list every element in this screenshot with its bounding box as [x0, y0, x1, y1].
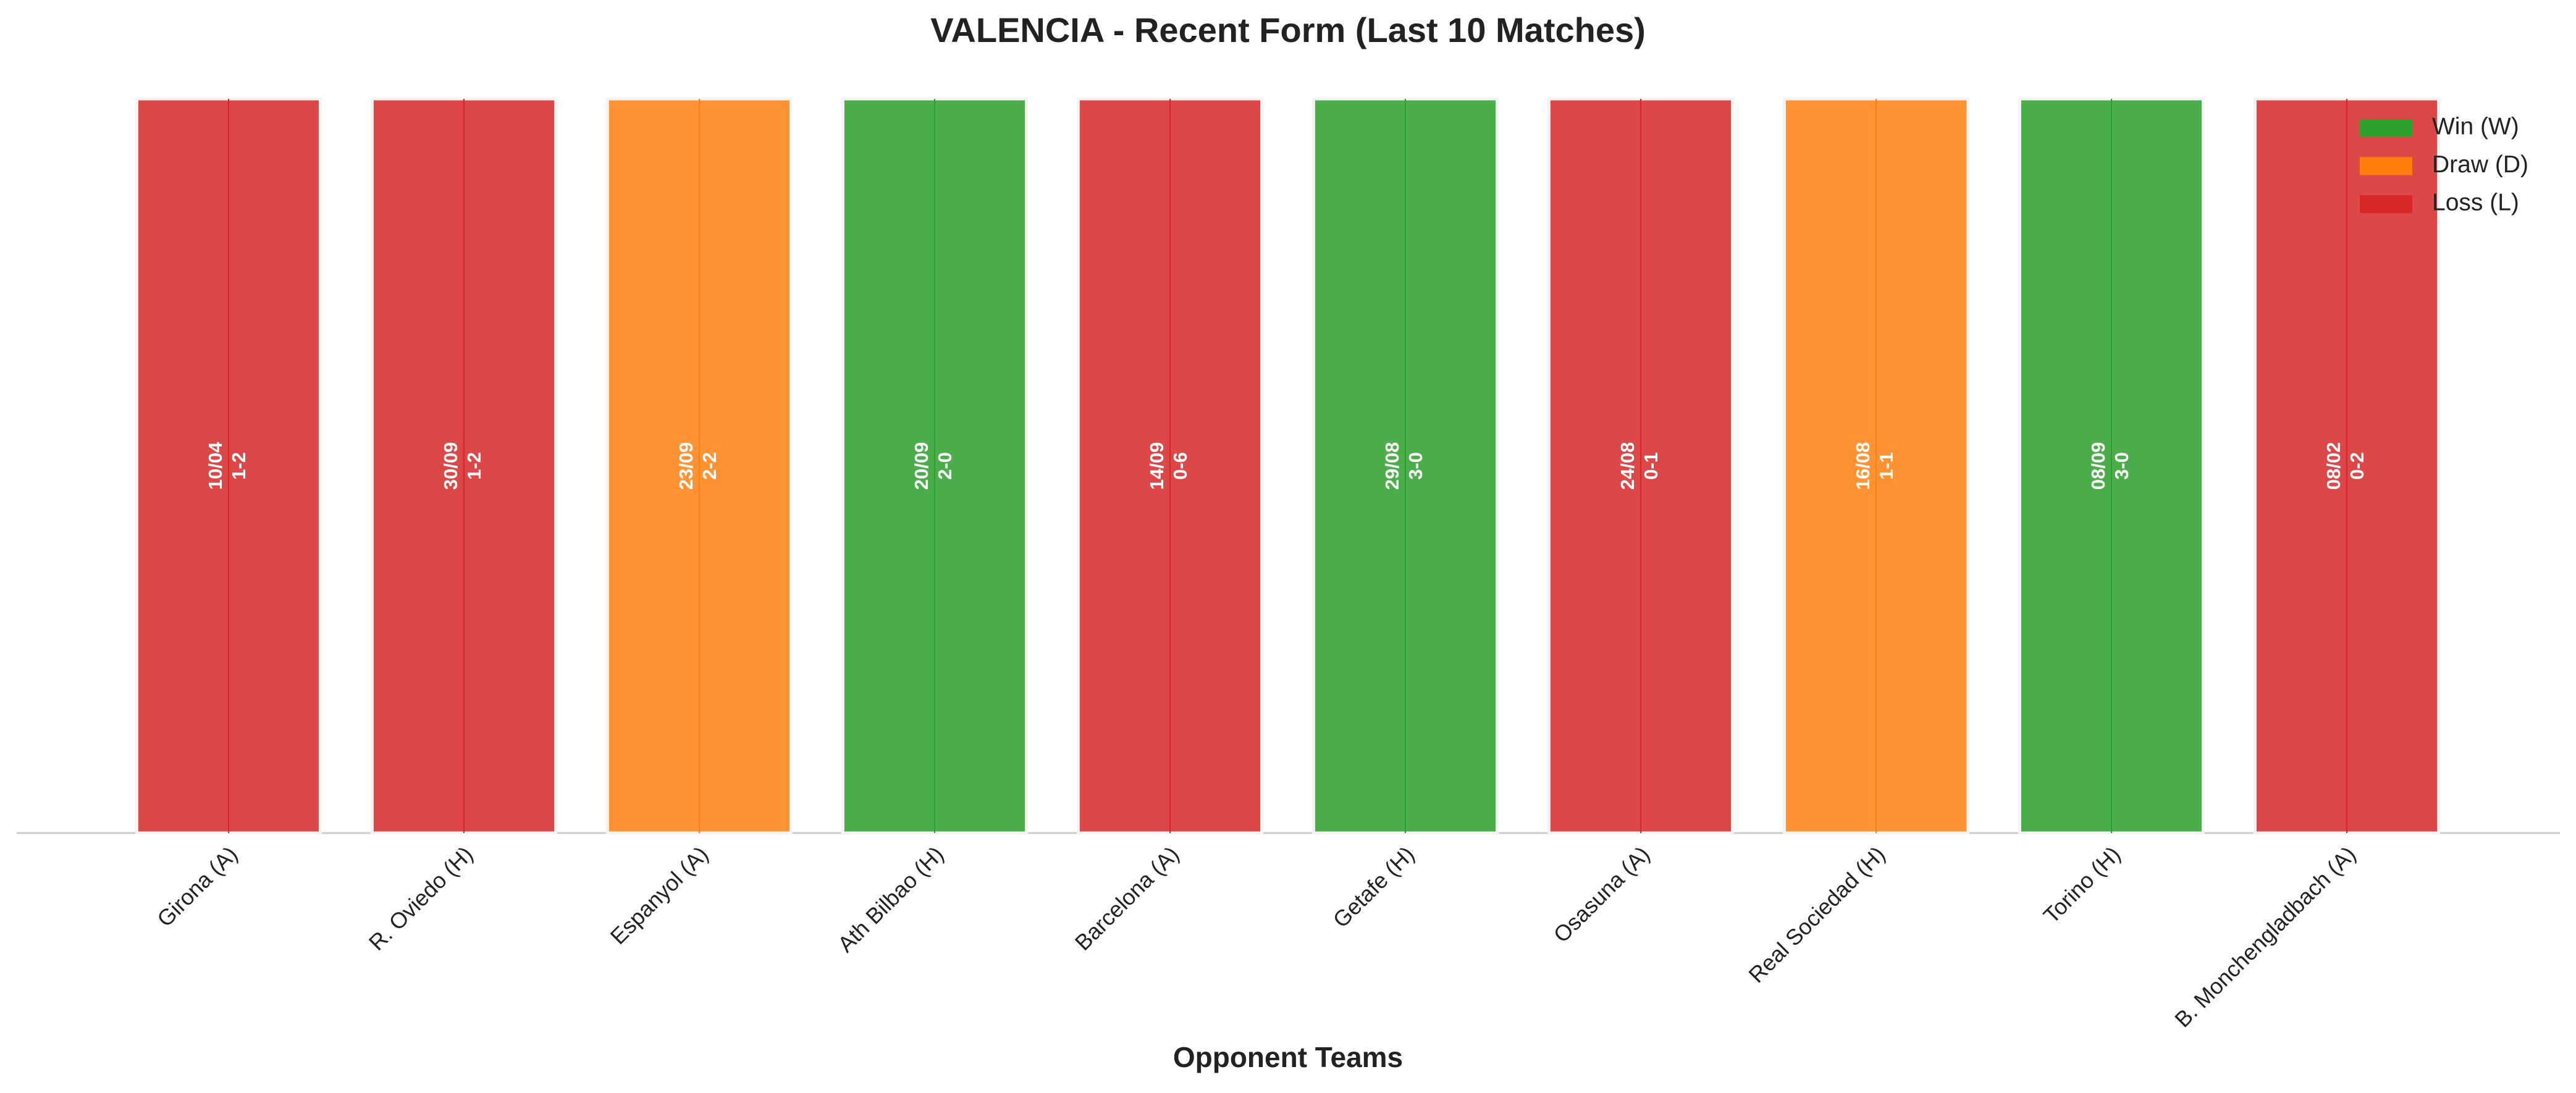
legend-label: Draw (D): [2432, 151, 2528, 178]
bar-date-label: 24/08: [1617, 442, 1638, 490]
legend-label: Loss (L): [2432, 189, 2519, 216]
bar-score-label: 3-0: [2111, 452, 2132, 480]
legend-swatch: [2360, 157, 2412, 175]
bar-score-label: 0-1: [1640, 452, 1662, 480]
x-tick-label: Ath Bilbao (H): [833, 841, 948, 957]
bar-score-label: 3-0: [1405, 452, 1426, 480]
legend-swatch: [2360, 119, 2412, 137]
chart-title: VALENCIA - Recent Form (Last 10 Matches): [930, 10, 1646, 49]
x-tick-label: Girona (A): [152, 841, 242, 931]
x-tick-label: Espanyol (A): [605, 841, 713, 949]
x-axis-label: Opponent Teams: [1173, 1041, 1403, 1073]
legend-label: Win (W): [2432, 113, 2519, 140]
bar-date-label: 08/02: [2323, 442, 2344, 490]
x-tick-label: Getafe (H): [1328, 841, 1420, 932]
bar-date-label: 16/08: [1852, 442, 1874, 490]
x-tick-label: R. Oviedo (H): [364, 841, 478, 955]
bar-score-label: 2-0: [934, 452, 956, 480]
bar-date-label: 29/08: [1381, 442, 1403, 490]
x-tick-label: Torino (H): [2039, 841, 2126, 928]
bar-date-label: 20/09: [911, 442, 932, 490]
x-tick-label: Osasuna (A): [1549, 841, 1655, 947]
bar-score-label: 1-1: [1875, 452, 1897, 480]
x-tick-label: Barcelona (A): [1070, 841, 1184, 955]
x-tick-label: Real Sociedad (H): [1743, 841, 1890, 987]
bar-score-label: 1-2: [463, 452, 485, 480]
bar-score-label: 2-2: [699, 452, 720, 480]
bar-score-label: 1-2: [228, 452, 250, 480]
bar-date-label: 23/09: [675, 442, 697, 490]
bar-score-label: 0-2: [2346, 452, 2368, 480]
legend-swatch: [2360, 195, 2412, 213]
x-tick-label: B. Monchengladbach (A): [2170, 841, 2360, 1032]
bar-date-label: 08/09: [2087, 442, 2109, 490]
bar-date-label: 30/09: [440, 442, 461, 490]
bar-score-label: 0-6: [1169, 452, 1191, 480]
bar-date-label: 14/09: [1146, 442, 1168, 490]
bar-date-label: 10/04: [204, 442, 226, 490]
